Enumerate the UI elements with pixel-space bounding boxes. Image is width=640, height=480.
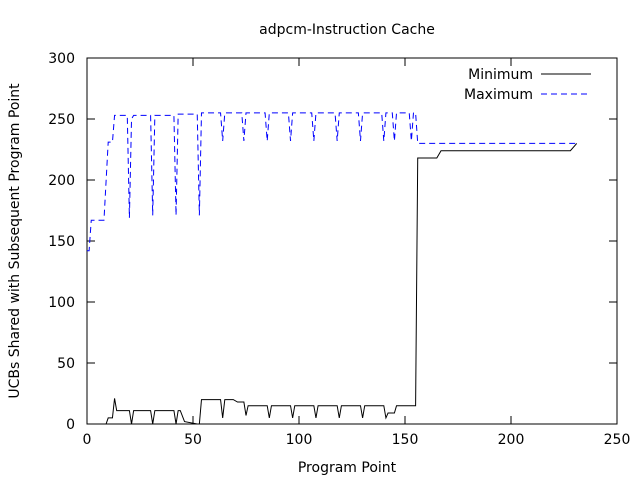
series-line-maximum xyxy=(87,112,577,252)
x-tick-label-0: 0 xyxy=(83,432,92,448)
x-tick-label-50: 50 xyxy=(184,432,202,448)
y-tick-label-150: 150 xyxy=(48,234,75,250)
series-line-minimum xyxy=(87,143,578,425)
x-tick-label-250: 250 xyxy=(604,432,631,448)
y-tick-label-250: 250 xyxy=(48,112,75,128)
y-tick-label-50: 50 xyxy=(57,356,75,372)
legend-label-maximum: Maximum xyxy=(464,87,533,103)
x-tick-label-100: 100 xyxy=(286,432,313,448)
chart-title: adpcm-Instruction Cache xyxy=(259,22,435,38)
x-tick-label-200: 200 xyxy=(498,432,525,448)
y-tick-label-200: 200 xyxy=(48,173,75,189)
x-tick-label-150: 150 xyxy=(392,432,419,448)
y-axis-title: UCBs Shared with Subsequent Program Poin… xyxy=(7,83,23,399)
plot-frame xyxy=(86,57,618,425)
y-tick-label-100: 100 xyxy=(48,295,75,311)
x-axis-title: Program Point xyxy=(298,460,397,476)
legend-label-minimum: Minimum xyxy=(468,67,533,83)
legend: Minimum Maximum xyxy=(464,67,591,103)
series-lines xyxy=(87,112,578,425)
axis-ticks: 0 50 100 150 200 250 0 50 100 150 200 250 300 xyxy=(48,51,630,448)
y-tick-label-300: 300 xyxy=(48,51,75,67)
y-tick-label-0: 0 xyxy=(66,417,75,433)
